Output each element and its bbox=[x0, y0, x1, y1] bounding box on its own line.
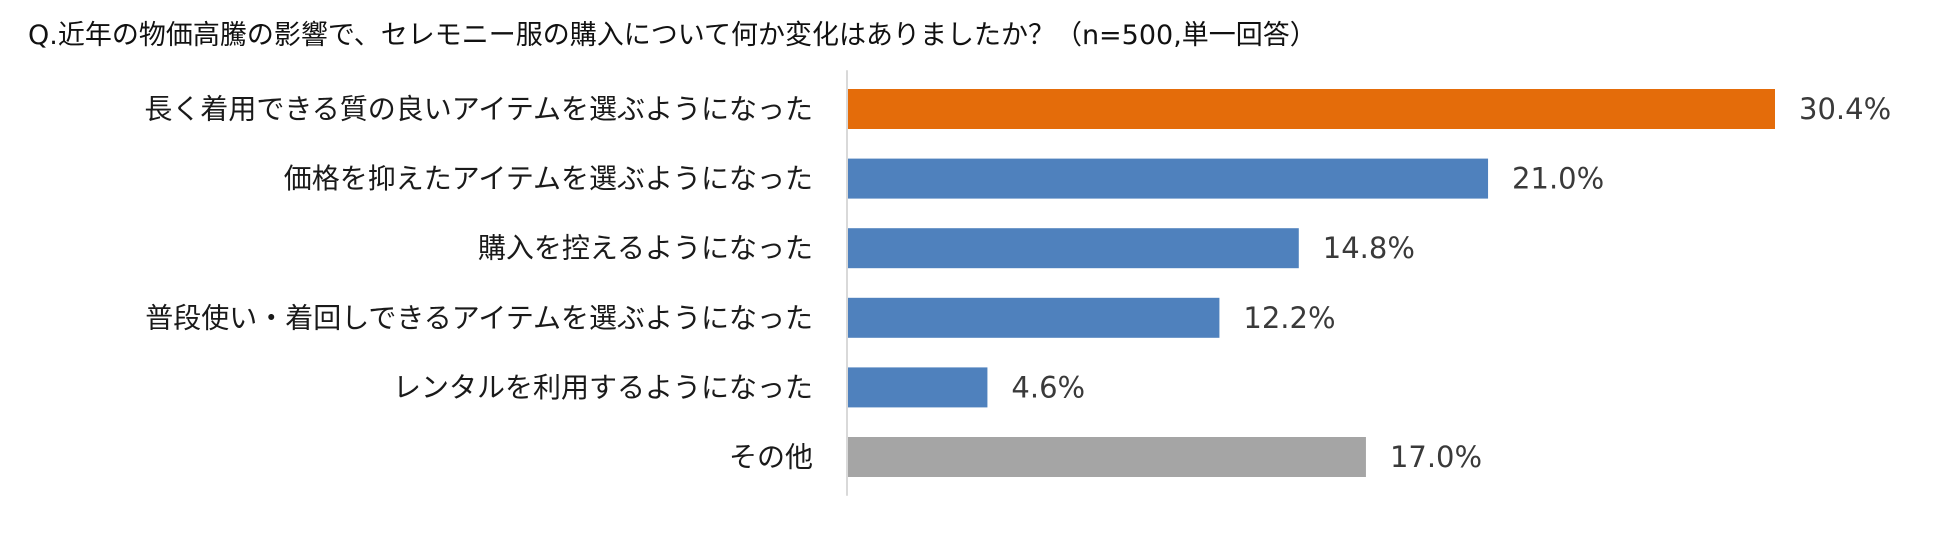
category-label: 普段使い・着回しできるアイテムを選ぶようになった bbox=[145, 301, 813, 334]
bar bbox=[848, 89, 1775, 129]
value-label: 14.8% bbox=[1323, 231, 1415, 265]
bar bbox=[848, 158, 1489, 199]
category-label: 長く着用できる質の良いアイテムを選ぶようになった bbox=[144, 93, 813, 126]
value-label: 12.2% bbox=[1243, 301, 1335, 335]
bar bbox=[848, 437, 1366, 477]
chart-title: Q.近年の物価高騰の影響で、セレモニー服の購入について何か変化はありましたか？（… bbox=[28, 20, 1317, 51]
bar bbox=[848, 367, 988, 408]
category-label: レンタルを利用するようになった bbox=[393, 371, 813, 404]
value-label: 21.0% bbox=[1512, 162, 1604, 196]
category-label: 価格を抑えたアイテムを選ぶようになった bbox=[284, 162, 813, 195]
bar bbox=[848, 297, 1220, 338]
value-label: 4.6% bbox=[1011, 370, 1085, 404]
category-label: 購入を控えるようになった bbox=[478, 232, 813, 265]
bar bbox=[848, 228, 1299, 269]
category-label: その他 bbox=[729, 441, 813, 474]
value-label: 17.0% bbox=[1390, 440, 1482, 474]
value-label: 30.4% bbox=[1799, 92, 1891, 126]
